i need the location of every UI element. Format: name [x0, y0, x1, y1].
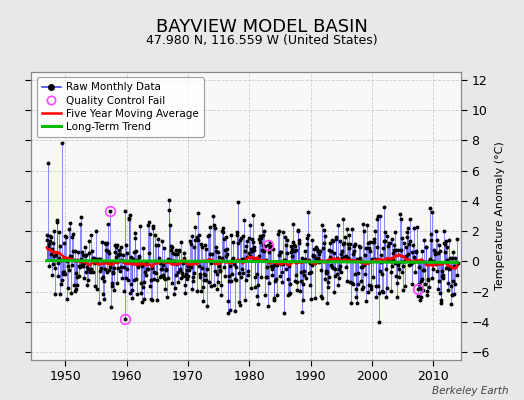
Text: BAYVIEW MODEL BASIN: BAYVIEW MODEL BASIN — [156, 18, 368, 36]
Text: Berkeley Earth: Berkeley Earth — [432, 386, 508, 396]
Y-axis label: Temperature Anomaly (°C): Temperature Anomaly (°C) — [496, 142, 506, 290]
Text: 47.980 N, 116.559 W (United States): 47.980 N, 116.559 W (United States) — [146, 34, 378, 47]
Legend: Raw Monthly Data, Quality Control Fail, Five Year Moving Average, Long-Term Tren: Raw Monthly Data, Quality Control Fail, … — [37, 77, 204, 137]
